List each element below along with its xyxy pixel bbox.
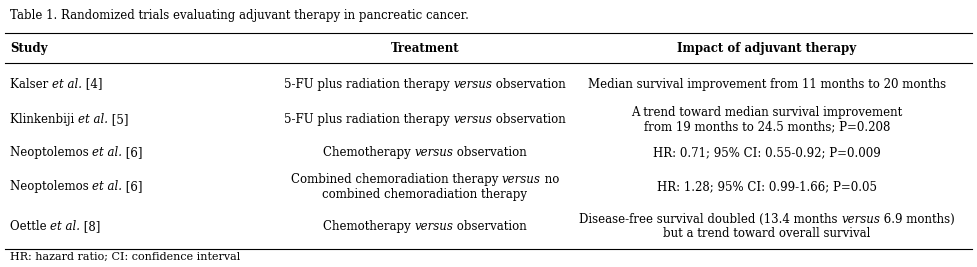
- Text: versus: versus: [453, 78, 492, 91]
- Text: Oettle: Oettle: [10, 220, 50, 233]
- Text: [5]: [5]: [107, 113, 128, 126]
- Text: [6]: [6]: [122, 180, 143, 193]
- Text: et al.: et al.: [50, 220, 80, 233]
- Text: combined chemoradiation therapy: combined chemoradiation therapy: [322, 188, 528, 201]
- Text: versus: versus: [841, 213, 880, 226]
- Text: Chemotherapy: Chemotherapy: [323, 220, 414, 233]
- Text: [8]: [8]: [80, 220, 101, 233]
- Text: Neoptolemos: Neoptolemos: [10, 180, 92, 193]
- Text: Chemotherapy: Chemotherapy: [323, 146, 414, 159]
- Text: et al.: et al.: [92, 180, 122, 193]
- Text: observation: observation: [492, 113, 566, 126]
- Text: HR: 0.71; 95% CI: 0.55-0.92; P=0.009: HR: 0.71; 95% CI: 0.55-0.92; P=0.009: [653, 146, 881, 159]
- Text: versus: versus: [414, 146, 453, 159]
- Text: Klinkenbiji: Klinkenbiji: [10, 113, 78, 126]
- Text: HR: hazard ratio; CI: confidence interval: HR: hazard ratio; CI: confidence interva…: [10, 252, 240, 262]
- Text: Impact of adjuvant therapy: Impact of adjuvant therapy: [677, 42, 857, 54]
- Text: Kalser: Kalser: [10, 78, 52, 91]
- Text: [6]: [6]: [122, 146, 143, 159]
- Text: A trend toward median survival improvement: A trend toward median survival improveme…: [631, 105, 903, 119]
- Text: Treatment: Treatment: [391, 42, 459, 54]
- Text: versus: versus: [453, 113, 492, 126]
- Text: no: no: [541, 173, 559, 186]
- Text: Median survival improvement from 11 months to 20 months: Median survival improvement from 11 mont…: [588, 78, 946, 91]
- Text: Study: Study: [10, 42, 47, 54]
- Text: from 19 months to 24.5 months; P=0.208: from 19 months to 24.5 months; P=0.208: [644, 120, 890, 133]
- Text: et al.: et al.: [92, 146, 122, 159]
- Text: versus: versus: [502, 173, 541, 186]
- Text: observation: observation: [453, 220, 527, 233]
- Text: et al.: et al.: [78, 113, 107, 126]
- Text: 5-FU plus radiation therapy: 5-FU plus radiation therapy: [284, 113, 453, 126]
- Text: versus: versus: [414, 220, 453, 233]
- Text: Table 1. Randomized trials evaluating adjuvant therapy in pancreatic cancer.: Table 1. Randomized trials evaluating ad…: [10, 9, 469, 22]
- Text: Disease-free survival doubled (13.4 months: Disease-free survival doubled (13.4 mont…: [579, 213, 841, 226]
- Text: but a trend toward overall survival: but a trend toward overall survival: [663, 227, 871, 240]
- Text: 5-FU plus radiation therapy: 5-FU plus radiation therapy: [284, 78, 453, 91]
- Text: observation: observation: [492, 78, 566, 91]
- Text: HR: 1.28; 95% CI: 0.99-1.66; P=0.05: HR: 1.28; 95% CI: 0.99-1.66; P=0.05: [657, 180, 877, 193]
- Text: Combined chemoradiation therapy: Combined chemoradiation therapy: [291, 173, 502, 186]
- Text: et al.: et al.: [52, 78, 82, 91]
- Text: Neoptolemos: Neoptolemos: [10, 146, 92, 159]
- Text: 6.9 months): 6.9 months): [880, 213, 955, 226]
- Text: [4]: [4]: [82, 78, 103, 91]
- Text: observation: observation: [453, 146, 527, 159]
